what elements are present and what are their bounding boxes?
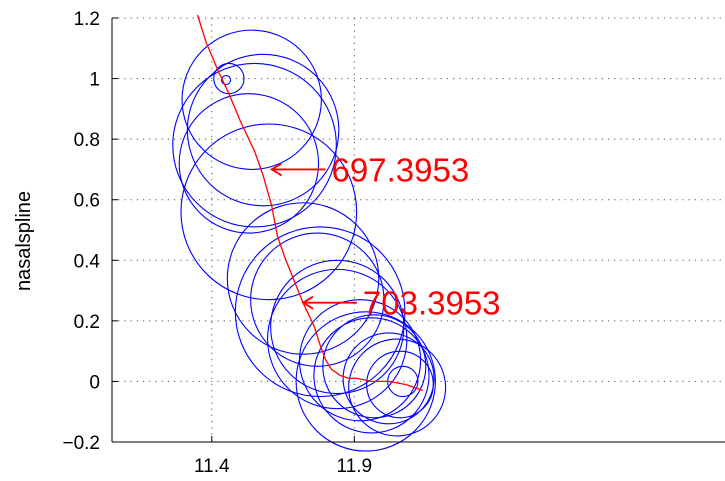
data-circle [181,29,322,170]
data-circle [366,350,434,419]
data-circle [295,311,436,452]
y-tick-label: −0.2 [62,433,100,454]
data-circle [226,202,380,355]
data-circle [313,317,430,434]
annotations: 697.3953 703.3953 [269,151,501,322]
annotation-arrowhead [269,162,283,177]
data-circle [270,259,405,395]
x-tick-label: 11.9 [337,456,373,477]
data-circle [322,314,427,419]
circles-series [172,29,447,452]
y-axis-label: nasalspline [13,191,35,291]
annotation-label: 697.3953 [332,151,470,188]
y-tick-label: 0 [89,372,100,393]
y-tick-label: 0.2 [74,312,100,333]
data-circle [180,123,358,301]
y-tick-label: 1.2 [74,9,100,30]
annotation-arrowhead [301,295,314,310]
y-tick-label: 0.6 [74,191,100,212]
data-circle [220,74,232,86]
data-circle [267,268,408,410]
data-circle [250,232,385,367]
data-circle [342,332,435,425]
annotation-label: 703.3953 [363,285,501,322]
x-tick-label: 11.4 [194,456,230,477]
y-tick-label: 1 [89,70,100,91]
data-circle [348,338,447,437]
tick-labels: −0.2 0 0.2 0.4 0.6 0.8 1 1.2 11.4 11.9 [62,9,372,477]
data-circle [172,62,337,228]
y-tick-label: 0.8 [74,130,100,151]
axes [111,17,725,443]
data-circle [234,226,406,398]
data-circle [178,93,320,234]
y-tick-label: 0.4 [74,251,101,272]
